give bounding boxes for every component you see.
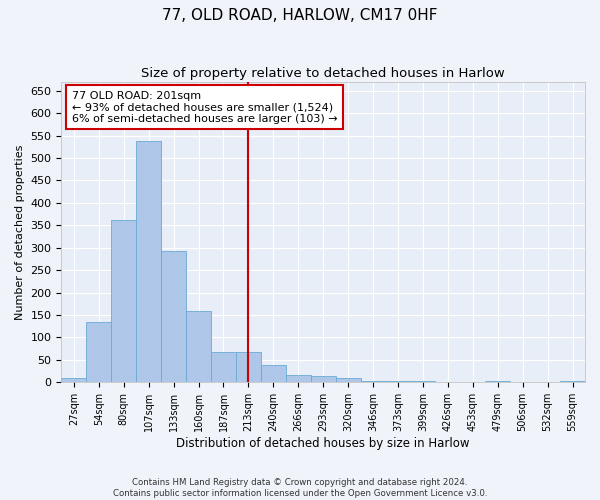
Bar xyxy=(311,376,335,382)
Y-axis label: Number of detached properties: Number of detached properties xyxy=(15,144,25,320)
Bar xyxy=(186,310,211,382)
Text: Contains HM Land Registry data © Crown copyright and database right 2024.
Contai: Contains HM Land Registry data © Crown c… xyxy=(113,478,487,498)
Bar xyxy=(111,220,136,382)
Bar xyxy=(261,366,286,382)
Text: 77 OLD ROAD: 201sqm
← 93% of detached houses are smaller (1,524)
6% of semi-deta: 77 OLD ROAD: 201sqm ← 93% of detached ho… xyxy=(72,90,337,124)
Bar xyxy=(86,322,111,382)
Bar xyxy=(335,378,361,382)
Bar xyxy=(485,381,510,382)
Bar xyxy=(286,374,311,382)
Bar xyxy=(560,381,585,382)
Bar xyxy=(136,141,161,382)
Title: Size of property relative to detached houses in Harlow: Size of property relative to detached ho… xyxy=(142,68,505,80)
Bar xyxy=(211,352,236,382)
Bar xyxy=(236,352,261,382)
X-axis label: Distribution of detached houses by size in Harlow: Distribution of detached houses by size … xyxy=(176,437,470,450)
Bar xyxy=(161,252,186,382)
Bar xyxy=(61,378,86,382)
Bar xyxy=(361,380,386,382)
Text: 77, OLD ROAD, HARLOW, CM17 0HF: 77, OLD ROAD, HARLOW, CM17 0HF xyxy=(162,8,438,22)
